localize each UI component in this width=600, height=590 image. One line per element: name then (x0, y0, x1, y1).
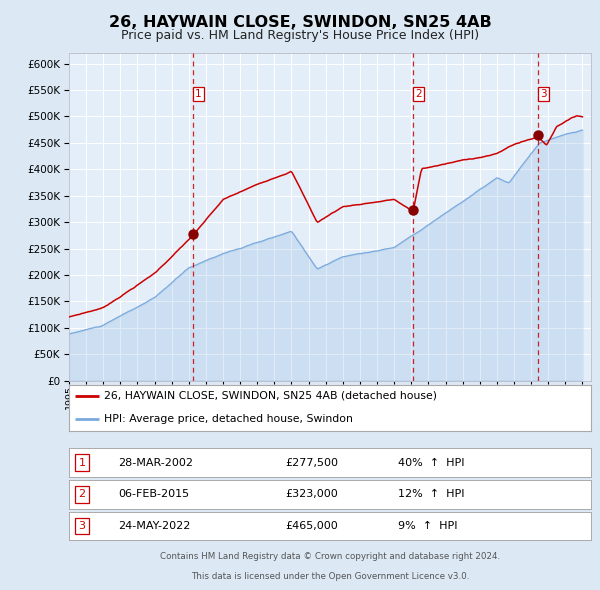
Text: 9%  ↑  HPI: 9% ↑ HPI (398, 522, 457, 531)
Text: 26, HAYWAIN CLOSE, SWINDON, SN25 4AB: 26, HAYWAIN CLOSE, SWINDON, SN25 4AB (109, 15, 491, 30)
Text: 2: 2 (79, 490, 86, 499)
Text: 1: 1 (195, 89, 202, 99)
Text: 40%  ↑  HPI: 40% ↑ HPI (398, 458, 464, 467)
Text: Price paid vs. HM Land Registry's House Price Index (HPI): Price paid vs. HM Land Registry's House … (121, 29, 479, 42)
Text: 28-MAR-2002: 28-MAR-2002 (119, 458, 194, 467)
Text: HPI: Average price, detached house, Swindon: HPI: Average price, detached house, Swin… (104, 414, 353, 424)
Text: 3: 3 (540, 89, 547, 99)
Text: 1: 1 (79, 458, 86, 467)
Text: 12%  ↑  HPI: 12% ↑ HPI (398, 490, 464, 499)
Text: 24-MAY-2022: 24-MAY-2022 (119, 522, 191, 531)
Text: £277,500: £277,500 (286, 458, 338, 467)
Text: 06-FEB-2015: 06-FEB-2015 (119, 490, 190, 499)
Text: This data is licensed under the Open Government Licence v3.0.: This data is licensed under the Open Gov… (191, 572, 469, 581)
Text: 3: 3 (79, 522, 86, 531)
Text: £465,000: £465,000 (286, 522, 338, 531)
Text: £323,000: £323,000 (286, 490, 338, 499)
Text: 26, HAYWAIN CLOSE, SWINDON, SN25 4AB (detached house): 26, HAYWAIN CLOSE, SWINDON, SN25 4AB (de… (104, 391, 437, 401)
Text: 2: 2 (415, 89, 422, 99)
Text: Contains HM Land Registry data © Crown copyright and database right 2024.: Contains HM Land Registry data © Crown c… (160, 552, 500, 561)
